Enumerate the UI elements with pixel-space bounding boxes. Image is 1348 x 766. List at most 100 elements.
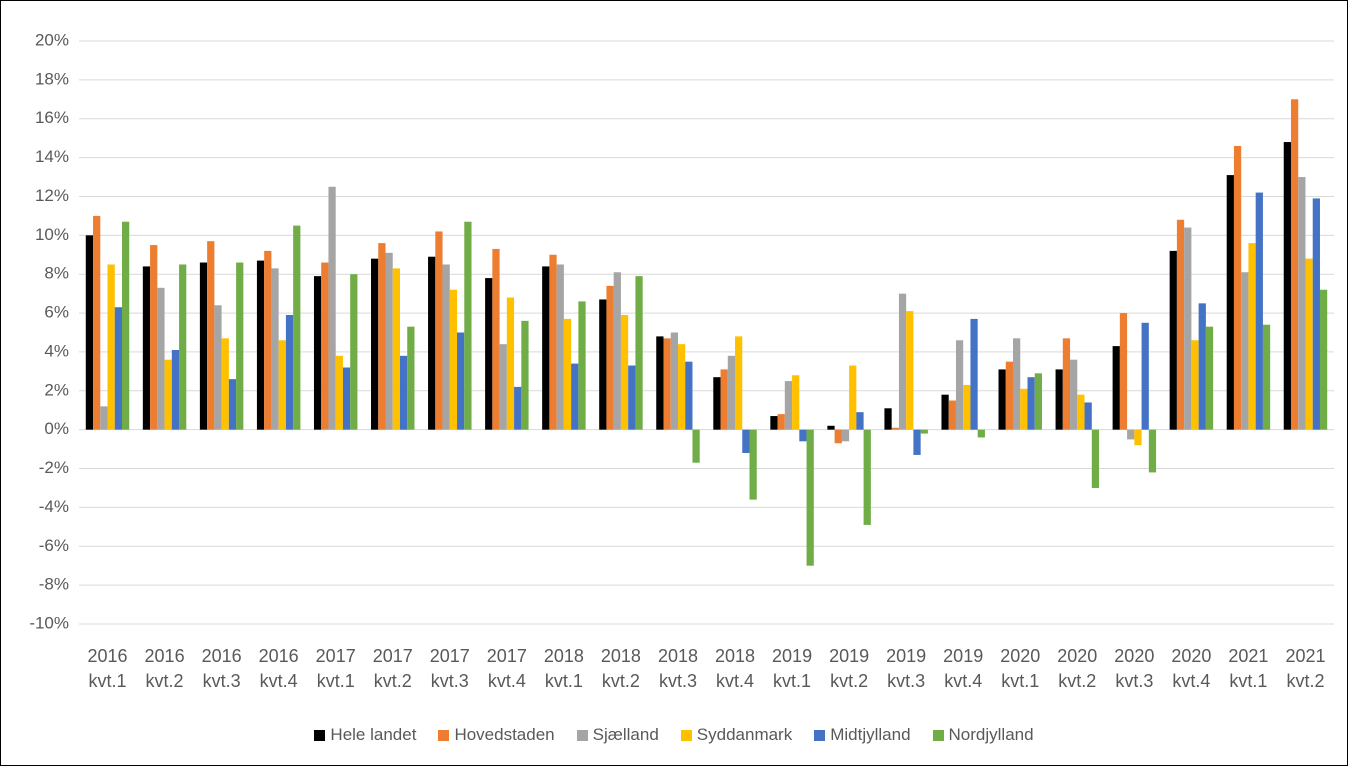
bar: [920, 429, 928, 434]
x-tick-label: 2017 kvt.3: [429, 646, 470, 691]
bar: [770, 416, 778, 430]
bar: [571, 363, 579, 430]
bar: [563, 318, 572, 430]
bar: [806, 429, 814, 566]
bar: [1312, 198, 1320, 430]
bar: [1255, 192, 1263, 430]
bar: [285, 315, 294, 430]
bar: [122, 221, 130, 430]
bar: [1005, 361, 1014, 430]
bar: [1020, 388, 1028, 430]
bar: [256, 260, 265, 430]
bar: [713, 377, 721, 430]
bar: [449, 289, 458, 430]
bar: [1205, 326, 1214, 430]
x-tick-label: 2016 kvt.4: [258, 646, 299, 691]
bar: [891, 427, 899, 430]
x-tick-label: 2019 kvt.3: [886, 646, 927, 691]
bar: [399, 355, 408, 430]
x-tick-label: 2020 kvt.2: [1057, 646, 1098, 691]
legend-swatch: [814, 729, 826, 741]
bar: [278, 340, 286, 430]
bar: [499, 344, 507, 430]
x-tick-label: 2019 kvt.4: [943, 646, 984, 691]
y-tick-label: -2%: [39, 458, 69, 477]
bar: [656, 336, 664, 430]
bar: [1119, 313, 1128, 430]
bar: [613, 272, 621, 430]
x-tick-label: 2017 kvt.4: [486, 646, 527, 691]
bar: [998, 369, 1006, 430]
bar: [1141, 322, 1149, 430]
y-tick-label: 8%: [44, 264, 69, 283]
bar: [827, 425, 835, 430]
y-tick-label: 12%: [35, 186, 69, 205]
bar: [692, 429, 700, 463]
bar: [342, 367, 351, 430]
bar: [100, 406, 108, 430]
bar: [492, 248, 500, 430]
y-tick-label: 18%: [35, 69, 69, 88]
x-tick-label: 2018 kvt.4: [714, 646, 756, 691]
bar: [549, 254, 557, 430]
bar: [1148, 429, 1157, 473]
x-tick-label: 2019 kvt.2: [829, 646, 870, 691]
bar: [371, 258, 379, 430]
bar: [749, 429, 757, 500]
legend-item: Midtjylland: [814, 725, 911, 745]
legend-swatch: [576, 729, 588, 741]
bar: [157, 287, 165, 430]
bar: [514, 386, 522, 430]
legend-label: Hovedstaden: [454, 725, 555, 744]
bar: [164, 359, 172, 430]
bar: [578, 301, 586, 430]
bar: [670, 332, 678, 430]
bar: [834, 429, 842, 444]
bar: [1262, 324, 1271, 430]
y-tick-label: -10%: [29, 613, 69, 632]
bar: [963, 384, 971, 430]
bar: [236, 262, 244, 430]
bar: [777, 414, 785, 430]
bar: [506, 297, 515, 430]
bar: [677, 344, 686, 430]
bar: [378, 243, 386, 430]
bar: [199, 262, 208, 430]
legend-swatch: [932, 729, 944, 741]
x-tick-label: 2018 kvt.3: [657, 646, 698, 691]
bar: [1198, 303, 1206, 430]
bar: [1298, 177, 1306, 430]
bar: [442, 264, 450, 430]
bar: [85, 235, 94, 430]
bar: [685, 361, 693, 430]
bar: [628, 365, 636, 430]
bar: [407, 326, 415, 430]
bar: [321, 262, 329, 430]
bar: [1226, 175, 1234, 430]
bar: [428, 256, 436, 430]
bar: [1134, 429, 1142, 446]
bar: [1112, 346, 1120, 430]
bar: [542, 266, 550, 430]
bar: [898, 293, 907, 430]
x-tick-label: 2016 kvt.2: [144, 646, 185, 691]
bar: [941, 394, 949, 430]
bar: [214, 305, 222, 430]
bar: [93, 215, 101, 430]
x-tick-label: 2018 kvt.2: [600, 646, 641, 691]
bar: [1233, 145, 1242, 430]
x-tick-label: 2018 kvt.1: [543, 646, 584, 691]
x-tick-label: 2021 kvt.2: [1285, 646, 1326, 691]
bar: [1305, 258, 1313, 430]
bar: [784, 381, 793, 430]
x-tick-label: 2017 kvt.2: [372, 646, 413, 691]
bar: [485, 278, 493, 430]
legend-item: Hovedstaden: [438, 725, 555, 745]
bar: [1027, 377, 1035, 430]
bar: [606, 285, 614, 430]
x-tick-label: 2017 kvt.1: [315, 646, 356, 691]
bar: [849, 365, 857, 430]
bar: [884, 408, 892, 430]
y-tick-label: 16%: [35, 108, 69, 127]
